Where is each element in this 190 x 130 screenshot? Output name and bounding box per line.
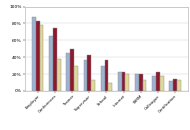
Bar <box>156 72 160 91</box>
Bar <box>105 60 108 91</box>
Bar <box>40 25 44 91</box>
Bar <box>169 81 173 91</box>
Bar <box>173 79 177 91</box>
Bar <box>87 55 91 91</box>
Bar <box>125 74 129 91</box>
Bar <box>74 66 78 91</box>
Bar <box>108 83 112 91</box>
Bar <box>139 74 142 91</box>
Bar <box>66 53 70 91</box>
Bar <box>122 72 125 91</box>
Bar <box>142 80 146 91</box>
Bar <box>135 74 139 91</box>
Bar <box>160 76 164 91</box>
Bar <box>70 49 74 91</box>
Bar <box>57 59 61 91</box>
Bar <box>84 60 87 91</box>
Bar <box>49 36 53 91</box>
Bar <box>101 66 104 91</box>
Bar <box>177 80 181 91</box>
Bar <box>91 80 95 91</box>
Bar <box>53 28 57 91</box>
Bar <box>152 76 156 91</box>
Bar <box>32 17 36 91</box>
Bar <box>36 21 40 91</box>
Bar <box>118 72 122 91</box>
